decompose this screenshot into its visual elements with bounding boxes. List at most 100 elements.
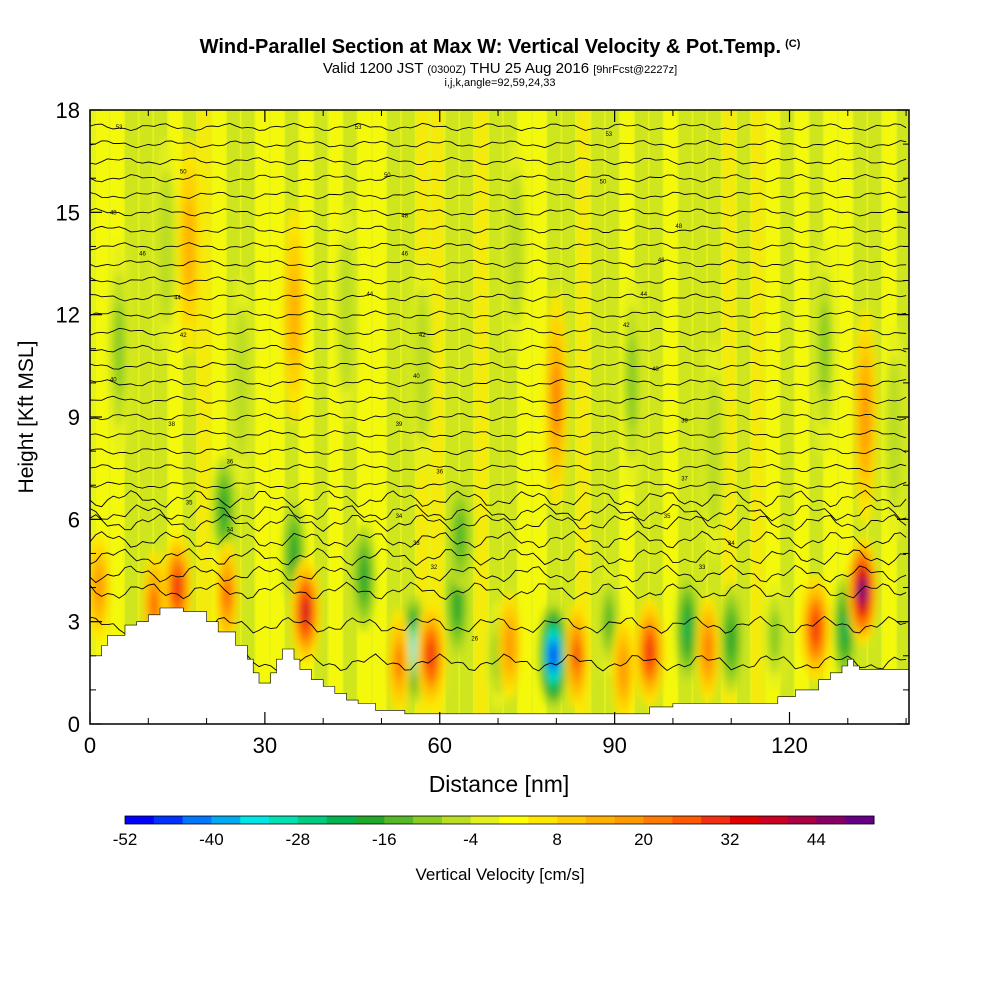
velocity-cell [341, 267, 352, 362]
y-tick-label: 0 [68, 712, 80, 737]
contour-label: 44 [366, 292, 373, 298]
background-band [766, 110, 780, 724]
colorbar-swatch [240, 816, 270, 824]
background-band [387, 110, 401, 724]
colorbar [124, 815, 875, 825]
colorbar-swatch [326, 816, 356, 824]
contour-label: 46 [139, 251, 146, 257]
contour-label: 50 [600, 180, 607, 186]
velocity-cell [841, 613, 849, 644]
colorbar-tick-label: 20 [634, 830, 653, 849]
contour-label: 34 [396, 514, 403, 520]
y-tick-label: 12 [56, 303, 80, 328]
theta-contour [90, 259, 907, 268]
x-axis-label: Distance [nm] [429, 771, 570, 797]
velocity-cell [684, 613, 691, 644]
velocity-cell [552, 363, 561, 437]
background-band [270, 110, 284, 724]
theta-contour [90, 463, 907, 473]
contour-label: 39 [396, 422, 403, 428]
theta-contour [90, 310, 907, 319]
theta-contour [90, 242, 907, 251]
colorbar-swatch [499, 816, 529, 824]
theta-contour [90, 429, 907, 439]
theta-contour [90, 208, 907, 217]
contour-label: 26 [471, 637, 478, 643]
chart-subtitle: Valid 1200 JST (0300Z) THU 25 Aug 2016 [… [0, 60, 1000, 77]
velocity-cell [708, 404, 719, 498]
contour-label: 33 [413, 541, 420, 547]
velocity-cell [302, 600, 309, 623]
velocity-cell [627, 336, 638, 430]
theta-contour [90, 581, 907, 600]
colorbar-swatch [585, 816, 616, 824]
velocity-cell [619, 651, 628, 688]
contour-label: 50 [180, 169, 187, 175]
velocity-cell [94, 569, 103, 606]
contour-label: 48 [675, 224, 682, 230]
velocity-cell [646, 639, 654, 665]
background-band [124, 110, 138, 724]
velocity-cell [150, 589, 158, 620]
forecast-info: [9hrFcst@2227z] [593, 64, 678, 76]
theta-contour [90, 191, 907, 200]
colorbar-tick-label: 32 [721, 830, 740, 849]
y-tick-label: 3 [68, 610, 80, 635]
colorbar-tick-label: -4 [463, 830, 478, 849]
x-tick-label: 60 [428, 733, 452, 758]
colorbar-swatch [355, 816, 385, 824]
velocity-cell [859, 582, 865, 600]
contour-label: 53 [605, 132, 612, 138]
velocity-cell [551, 647, 556, 665]
contour-label: 35 [186, 500, 193, 506]
contour-label: 38 [168, 422, 175, 428]
colorbar-swatch [125, 816, 155, 824]
contour-label: 33 [699, 565, 706, 571]
theta-contour [90, 564, 907, 584]
theta-contour [90, 513, 907, 532]
contour-label: 40 [413, 374, 420, 380]
background-band [256, 110, 269, 724]
valid-time: Valid 1200 JST [322, 60, 424, 77]
colorbar-swatch [182, 816, 212, 824]
x-tick-label: 120 [771, 733, 808, 758]
contour-label: 44 [174, 296, 181, 302]
background-band [795, 110, 809, 724]
theta-contour [90, 530, 907, 549]
grid-indices: i,j,k,angle=92,59,24,33 [444, 77, 556, 89]
theta-contour [90, 412, 907, 422]
velocity-cell [574, 643, 580, 669]
valid-date: THU 25 Aug 2016 [469, 60, 590, 77]
chart-title-text: Wind-Parallel Section at Max W: Vertical… [199, 36, 782, 58]
velocity-cell [395, 644, 403, 681]
contour-label: 53 [116, 125, 123, 131]
velocity-cell [236, 336, 247, 430]
theta-contour [90, 293, 907, 302]
background-band [358, 110, 371, 724]
velocity-cell [223, 579, 231, 610]
colorbar-swatch [557, 816, 587, 824]
contour-label: 34 [227, 528, 234, 534]
x-tick-label: 30 [253, 733, 277, 758]
background-band [664, 110, 677, 724]
contour-labels: 26 32 33 33 34 34 35 34 35 36 36 37 38 39 39 40 40 40 42 42… [110, 125, 735, 643]
contour-label: 53 [355, 125, 362, 131]
theta-contour [90, 489, 907, 509]
velocity-cell [510, 199, 521, 294]
contour-label: 50 [384, 173, 391, 179]
theta-contour [90, 276, 907, 285]
contour-label: 37 [681, 476, 688, 482]
contour-label: 39 [681, 418, 688, 424]
y-tick-label: 15 [56, 200, 80, 225]
theta-contour [90, 139, 907, 149]
theta-contour [90, 174, 907, 183]
colorbar-tick-label: -52 [113, 830, 138, 849]
velocity-cell [184, 199, 195, 294]
colorbar-swatch [384, 816, 414, 824]
colorbar-swatch [297, 816, 328, 824]
colorbar-swatch [816, 816, 846, 824]
contour-label: 32 [431, 565, 438, 571]
contour-label: 36 [436, 470, 443, 476]
theta-contour [90, 481, 907, 490]
